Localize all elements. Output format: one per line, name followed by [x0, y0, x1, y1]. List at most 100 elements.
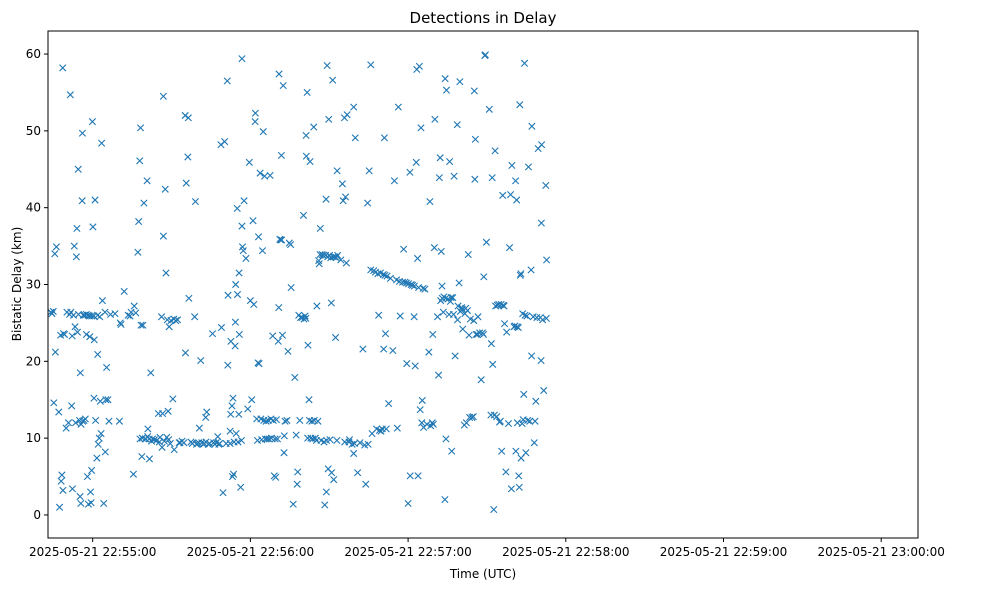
- chart-title: Detections in Delay: [410, 9, 557, 27]
- data-point: [303, 88, 311, 97]
- data-point: [55, 408, 63, 416]
- data-point: [359, 345, 367, 353]
- data-point: [393, 424, 401, 432]
- data-point: [165, 436, 173, 444]
- data-point: [316, 224, 324, 233]
- data-point: [434, 371, 443, 379]
- data-point: [450, 172, 458, 180]
- data-point: [410, 282, 418, 290]
- data-point: [139, 321, 147, 329]
- data-point: [322, 488, 330, 496]
- data-point: [101, 448, 109, 456]
- x-tick-label: 2025-05-21 23:00:00: [817, 545, 944, 559]
- data-point: [503, 328, 511, 336]
- data-point: [308, 417, 316, 425]
- data-point: [464, 250, 472, 259]
- data-point: [487, 411, 495, 419]
- data-point: [287, 240, 295, 249]
- data-point: [197, 356, 205, 365]
- data-point: [542, 181, 550, 189]
- data-point: [367, 61, 375, 69]
- data-point: [161, 185, 169, 193]
- data-point: [256, 169, 264, 177]
- y-tick-label: 10: [26, 431, 41, 445]
- data-point: [97, 429, 105, 438]
- data-point: [262, 417, 270, 425]
- data-point: [231, 318, 239, 326]
- x-tick-label: 2025-05-21 22:56:00: [187, 545, 314, 559]
- data-point: [304, 341, 312, 349]
- x-axis-label: Time (UTC): [449, 567, 516, 581]
- data-point: [275, 303, 283, 312]
- data-point: [456, 78, 464, 86]
- data-point: [195, 439, 203, 447]
- data-point: [439, 308, 447, 316]
- data-point: [436, 154, 444, 162]
- data-point: [57, 477, 65, 485]
- data-point: [477, 376, 485, 384]
- data-point: [442, 86, 451, 94]
- data-point: [365, 167, 373, 175]
- data-point: [383, 272, 391, 280]
- data-point: [51, 250, 59, 258]
- data-point: [379, 270, 387, 279]
- data-point: [485, 105, 493, 113]
- data-point: [214, 433, 222, 441]
- data-point: [217, 323, 226, 332]
- data-point: [463, 307, 472, 315]
- data-point: [245, 158, 253, 166]
- data-point: [412, 158, 420, 166]
- data-point: [413, 254, 422, 262]
- data-point: [382, 425, 390, 433]
- data-point: [157, 313, 166, 321]
- data-point: [101, 308, 109, 316]
- data-point: [491, 147, 499, 155]
- data-point: [280, 432, 288, 440]
- data-point: [169, 395, 177, 403]
- data-point: [527, 266, 535, 274]
- data-point: [235, 330, 243, 339]
- data-point: [71, 323, 79, 331]
- data-point: [431, 115, 439, 123]
- data-point: [521, 311, 529, 319]
- data-point: [76, 492, 84, 501]
- data-point: [345, 436, 354, 444]
- data-point: [164, 407, 172, 415]
- data-point: [451, 352, 459, 360]
- data-point: [400, 245, 408, 253]
- x-tick-label: 2025-05-21 22:58:00: [502, 545, 629, 559]
- data-point: [159, 409, 167, 418]
- data-point: [173, 316, 182, 324]
- data-point: [88, 312, 96, 320]
- data-point: [147, 369, 155, 377]
- data-point: [166, 439, 174, 448]
- data-point: [120, 287, 128, 296]
- data-point: [233, 204, 241, 213]
- data-point: [278, 236, 286, 244]
- x-tick-label: 2025-05-21 22:57:00: [344, 545, 471, 559]
- data-point: [543, 256, 551, 264]
- data-point: [453, 316, 462, 324]
- data-point: [540, 386, 548, 395]
- data-point: [98, 297, 106, 305]
- data-point: [103, 363, 111, 372]
- data-point: [323, 61, 331, 70]
- data-point: [381, 271, 389, 279]
- data-point: [184, 114, 192, 122]
- data-point: [351, 134, 359, 142]
- data-point: [130, 302, 138, 310]
- data-point: [380, 134, 389, 142]
- data-point: [322, 195, 330, 203]
- data-point: [433, 313, 442, 321]
- data-point: [244, 405, 252, 413]
- data-point: [447, 293, 455, 302]
- data-point: [423, 420, 431, 428]
- data-point: [531, 417, 539, 425]
- data-point: [134, 248, 142, 256]
- data-point: [338, 180, 346, 188]
- data-point: [302, 152, 310, 160]
- data-point: [462, 419, 471, 427]
- data-point: [475, 329, 484, 337]
- data-point: [421, 285, 429, 293]
